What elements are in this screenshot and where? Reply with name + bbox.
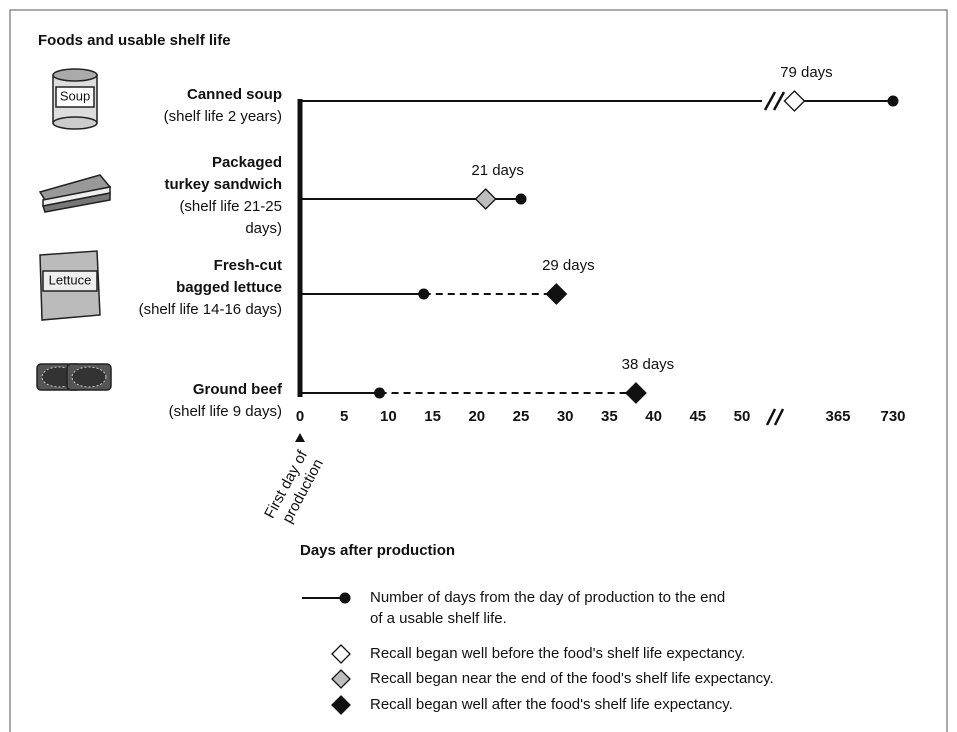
x-tick-label: 40	[645, 408, 662, 425]
x-axis-label: Days after production	[300, 542, 455, 559]
legend-text: Number of days from the day of productio…	[370, 589, 725, 606]
legend-diamond	[331, 695, 351, 715]
legend-dot	[339, 592, 351, 604]
row-note: days)	[245, 220, 282, 237]
x-tick-label: 25	[513, 408, 530, 425]
legend-diamond	[331, 669, 351, 689]
x-tick-label: 0	[296, 408, 304, 425]
shelf-life-end-dot	[515, 193, 527, 205]
start-marker	[295, 433, 305, 442]
x-tick-label: 5	[340, 408, 348, 425]
lettuce-label	[42, 270, 98, 292]
x-tick-label: 10	[380, 408, 397, 425]
can-label	[55, 86, 95, 108]
line-break-stroke	[772, 91, 786, 111]
row-name: Fresh-cut	[214, 257, 282, 274]
frame	[9, 9, 948, 732]
recall-label: 38 days	[622, 356, 675, 373]
shelf-life-end-dot	[374, 387, 386, 399]
legend-text: of a usable shelf life.	[370, 610, 507, 627]
sandwich-bottom	[42, 192, 111, 213]
row-note: (shelf life 2 years)	[164, 108, 282, 125]
row-name: Packaged	[212, 154, 282, 171]
legend-text: Recall began near the end of the food's …	[370, 670, 774, 687]
recall-marker	[545, 283, 568, 305]
x-tick-label: 45	[689, 408, 706, 425]
x-tick-label: 50	[734, 408, 751, 425]
axis-break	[765, 408, 785, 426]
food-icon: Soup	[52, 68, 98, 130]
legend-diamond	[331, 644, 351, 664]
axis-break-stroke	[765, 408, 777, 426]
shelf-life-end-dot	[887, 95, 899, 107]
x-tick-label: 365	[825, 408, 850, 425]
recall-marker	[783, 90, 806, 112]
legend-text: Recall began well after the food's shelf…	[370, 696, 733, 713]
recall-marker	[625, 382, 647, 404]
x-tick-label: 35	[601, 408, 618, 425]
row-name: Canned soup	[187, 86, 282, 103]
food-icon	[38, 174, 112, 213]
x-tick-label: 20	[468, 408, 485, 425]
row-note: (shelf life 9 days)	[169, 403, 282, 420]
row-name: bagged lettuce	[176, 279, 282, 296]
x-tick-label: 730	[880, 408, 905, 425]
x-tick-label: 15	[424, 408, 441, 425]
line-break-stroke	[763, 91, 777, 111]
recall-label: 21 days	[471, 162, 524, 179]
legend-text: Recall began well before the food's shel…	[370, 645, 745, 662]
icon-label: Soup	[60, 88, 90, 103]
beef-meat	[71, 366, 107, 388]
can-top	[52, 68, 98, 82]
icon-label: Lettuce	[49, 272, 92, 287]
recall-label: 79 days	[780, 64, 833, 81]
shelf-life-end-dot	[418, 288, 430, 300]
recall-label: 29 days	[542, 257, 595, 274]
row-name: turkey sandwich	[164, 176, 282, 193]
row-note: (shelf life 21-25	[179, 198, 282, 215]
food-icon	[36, 363, 112, 391]
row-note: (shelf life 14-16 days)	[139, 301, 282, 318]
recall-marker	[474, 188, 497, 210]
food-icon: Lettuce	[39, 250, 101, 321]
x-tick-label: 30	[557, 408, 574, 425]
axis-break-stroke	[773, 408, 785, 426]
chart-title: Foods and usable shelf life	[38, 32, 231, 49]
row-name: Ground beef	[193, 381, 283, 398]
can-bottom	[52, 116, 98, 130]
